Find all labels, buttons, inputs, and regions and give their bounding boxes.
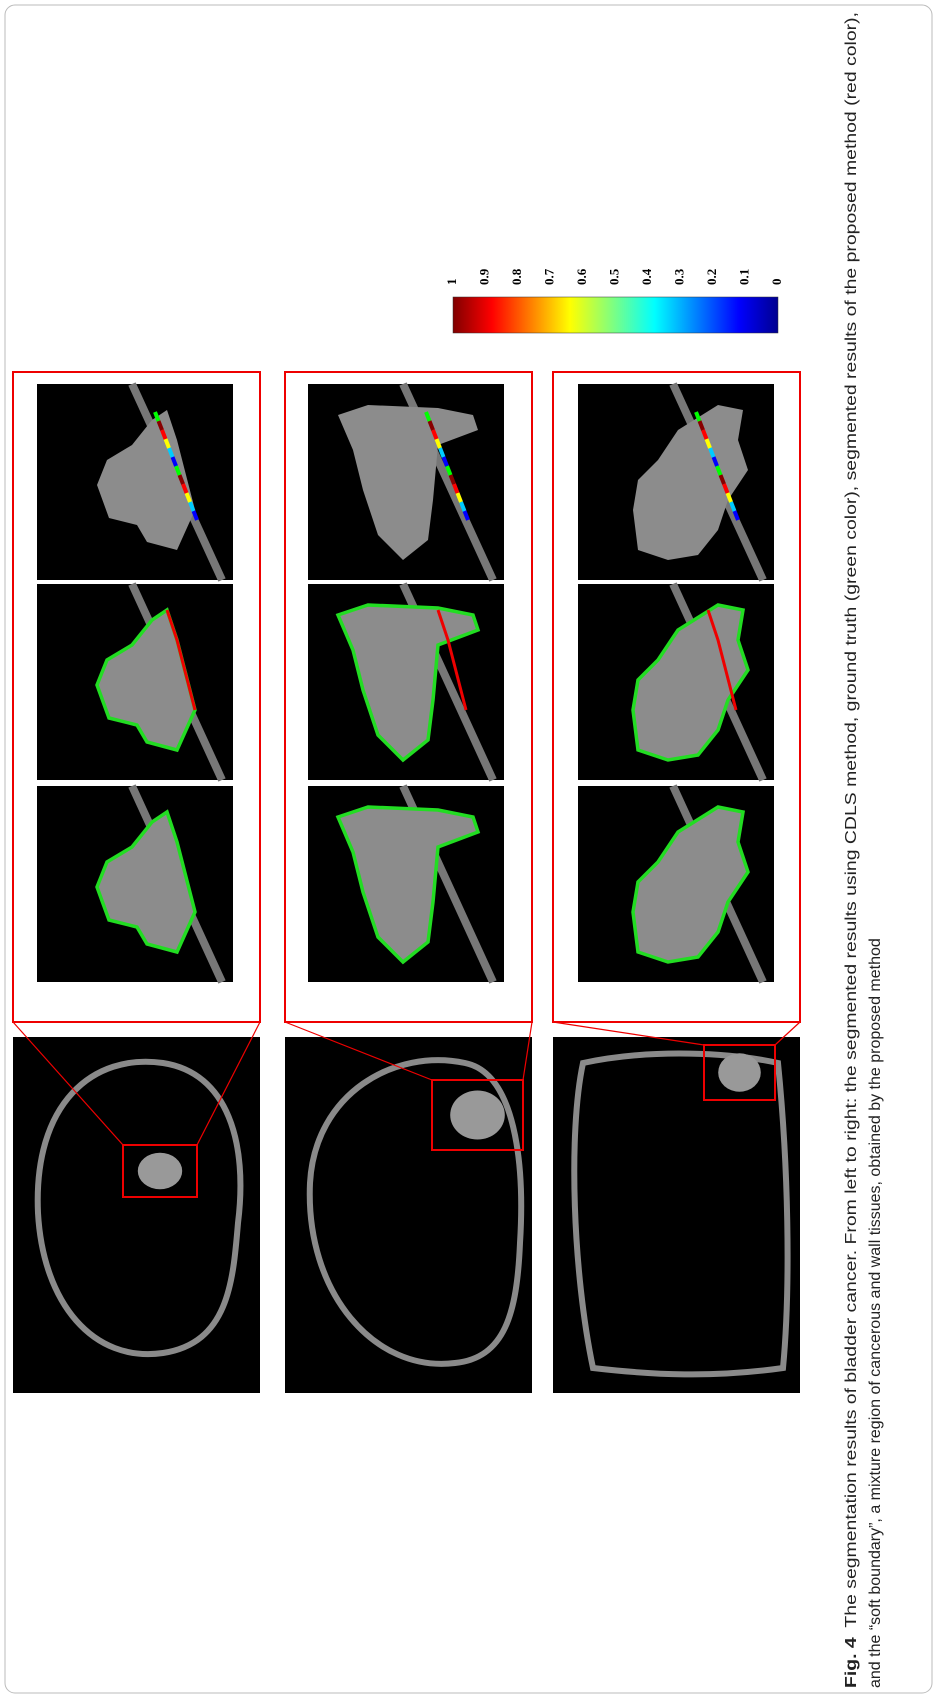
colorbar-tick-label: 0.3 [671, 268, 686, 285]
zoom-image [37, 384, 233, 580]
caption-text: The segmentation results of bladder canc… [843, 12, 860, 1628]
caption-line-1: Fig. 4 The segmentation results of bladde… [843, 12, 860, 1688]
zoom-image [308, 786, 504, 982]
tumor [138, 1153, 182, 1189]
overview-image [13, 1037, 260, 1393]
colorbar [453, 297, 778, 333]
zoom-image [578, 786, 774, 982]
image-background [13, 1037, 260, 1393]
zoom-image [37, 584, 233, 780]
rotated-content: Fig. 4 The segmentation results of bladde… [13, 12, 884, 1688]
colorbar-tick-label: 0.2 [704, 269, 719, 285]
colorbar-tick-label: 0.5 [606, 268, 621, 285]
colorbar-tick-label: 0 [769, 279, 784, 286]
colorbar-tick-label: 0.6 [574, 268, 589, 285]
colorbar-tick-label: 1 [444, 279, 459, 286]
colorbar-tick-label: 0.4 [639, 268, 654, 285]
tumor [450, 1091, 505, 1140]
overview-image [553, 1037, 800, 1393]
colorbar-tick-label: 0.7 [541, 268, 556, 285]
zoom-image [308, 584, 504, 780]
zoom-image [37, 786, 233, 982]
zoom-image [308, 384, 504, 580]
colorbar-tick-label: 0.8 [509, 268, 524, 285]
figure-label: Fig. 4 [843, 1637, 860, 1688]
colorbar-tick-label: 0.9 [476, 268, 491, 285]
overview-image [285, 1037, 532, 1393]
zoom-image [578, 384, 774, 580]
figure-page: Fig. 4 The segmentation results of bladde… [0, 0, 937, 1699]
tumor [718, 1053, 761, 1092]
caption-line-2: and the “soft boundary”, a mixture regio… [867, 938, 884, 1688]
colorbar-tick-label: 0.1 [736, 269, 751, 285]
zoom-image [578, 584, 774, 780]
